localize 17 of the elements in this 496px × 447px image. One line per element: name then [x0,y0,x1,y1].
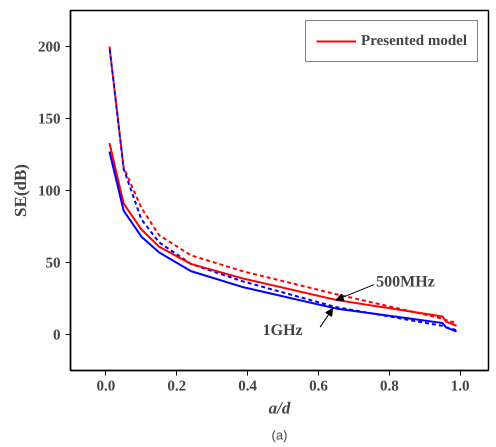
y-tick-label: 150 [38,112,60,128]
text: (a) [272,428,288,442]
text: 0.0 [96,378,116,394]
x-tick-label: 0.6 [309,378,328,394]
y-tick-label: 100 [38,184,60,200]
annotation: 1GHz [262,322,303,340]
y-tick-label: 50 [46,256,60,272]
y-axis-title: SE(dB) [11,164,30,217]
x-axis-title: a/d [268,398,291,418]
x-tick-label: 0.2 [167,378,186,394]
y-tick-label: 200 [38,40,60,56]
text: 1.0 [450,378,470,394]
x-tick-label: 0.8 [380,378,399,394]
annotation: 500MHz [376,273,435,290]
legend-label: Presented model [361,32,467,50]
x-tick-label: 0.4 [238,378,258,394]
y-tick-label: 0 [53,328,60,344]
